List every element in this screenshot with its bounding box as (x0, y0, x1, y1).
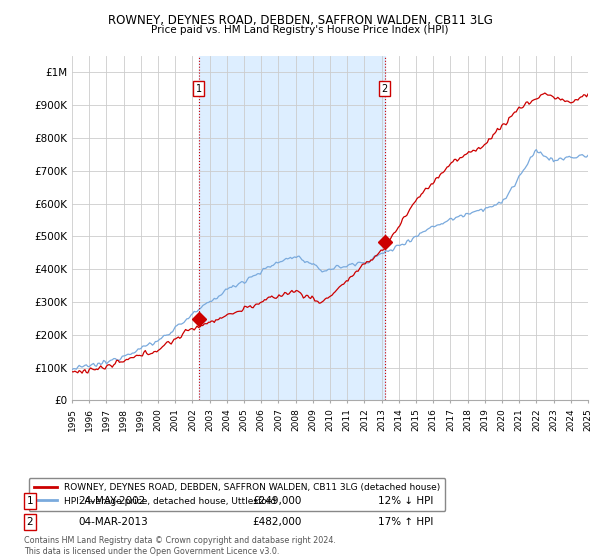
Text: 12% ↓ HPI: 12% ↓ HPI (378, 496, 433, 506)
Text: £249,000: £249,000 (252, 496, 301, 506)
Bar (199, 56, 385, 400)
Text: 2: 2 (26, 517, 34, 527)
Text: 24-MAY-2002: 24-MAY-2002 (78, 496, 145, 506)
Legend: ROWNEY, DEYNES ROAD, DEBDEN, SAFFRON WALDEN, CB11 3LG (detached house), HPI: Ave: ROWNEY, DEYNES ROAD, DEBDEN, SAFFRON WAL… (29, 478, 445, 511)
Text: ROWNEY, DEYNES ROAD, DEBDEN, SAFFRON WALDEN, CB11 3LG: ROWNEY, DEYNES ROAD, DEBDEN, SAFFRON WAL… (107, 14, 493, 27)
Text: Contains HM Land Registry data © Crown copyright and database right 2024.
This d: Contains HM Land Registry data © Crown c… (24, 536, 336, 556)
Text: 1: 1 (196, 83, 202, 94)
Text: 04-MAR-2013: 04-MAR-2013 (78, 517, 148, 527)
Text: £482,000: £482,000 (252, 517, 301, 527)
Text: Price paid vs. HM Land Registry's House Price Index (HPI): Price paid vs. HM Land Registry's House … (151, 25, 449, 35)
Text: 1: 1 (26, 496, 34, 506)
Text: 2: 2 (382, 83, 388, 94)
Text: 17% ↑ HPI: 17% ↑ HPI (378, 517, 433, 527)
